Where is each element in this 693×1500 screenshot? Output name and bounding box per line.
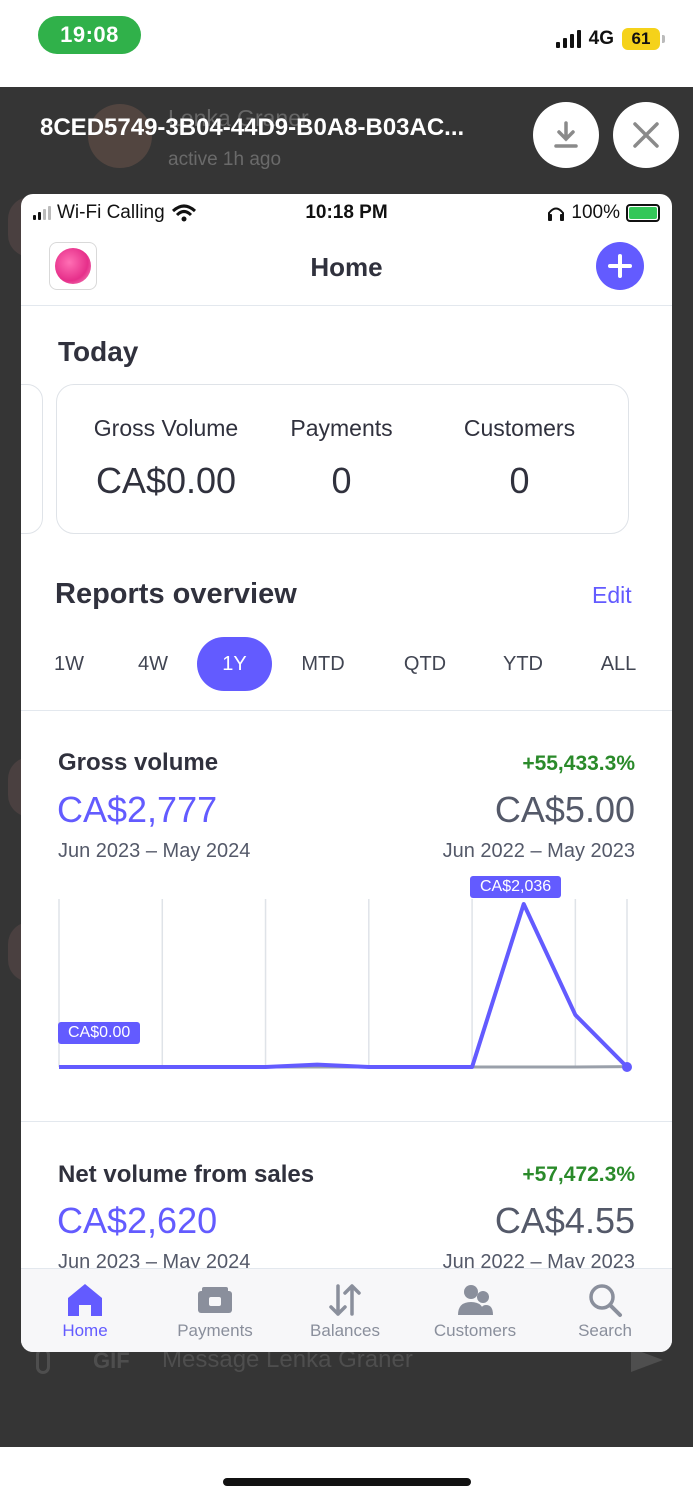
- os-time[interactable]: 19:08: [38, 16, 141, 54]
- stat-label: Payments: [290, 415, 393, 441]
- today-title: Today: [58, 336, 139, 367]
- charging-battery-icon: [626, 204, 660, 222]
- inner-battery-level: 100%: [571, 202, 620, 223]
- screenshot-preview: Wi-Fi Calling 10:18 PM 100% Home Today G…: [21, 194, 672, 1352]
- gross-current-period: Jun 2023 – May 2024: [58, 840, 251, 862]
- net-volume-change: +57,472.3%: [522, 1163, 635, 1186]
- tab-label: Balances: [310, 1321, 380, 1340]
- net-previous-period: Jun 2022 – May 2023: [442, 1251, 635, 1273]
- cellular-signal-icon: [555, 30, 581, 48]
- inner-time: 10:18 PM: [305, 202, 388, 223]
- previous-card-edge[interactable]: [21, 384, 43, 534]
- download-button[interactable]: [533, 102, 599, 168]
- range-qtd[interactable]: QTD: [403, 653, 447, 675]
- headphones-icon: [548, 207, 565, 221]
- tab-customers[interactable]: Customers: [415, 1279, 535, 1341]
- net-volume-previous: CA$4.55: [494, 1200, 635, 1241]
- divider: [21, 1121, 672, 1122]
- close-button[interactable]: [613, 102, 679, 168]
- contact-name: Lenka Graner: [168, 105, 309, 131]
- contact-active-status: active 1h ago: [168, 149, 282, 170]
- edit-button[interactable]: Edit: [592, 582, 632, 608]
- net-current-period: Jun 2023 – May 2024: [58, 1251, 251, 1273]
- tab-balances[interactable]: Balances: [285, 1279, 405, 1341]
- stat-label: Customers: [463, 415, 576, 441]
- tab-payments[interactable]: Payments: [155, 1279, 275, 1341]
- tab-label: Home: [62, 1321, 108, 1340]
- stat-label: Gross Volume: [93, 415, 239, 441]
- battery-icon: 61: [622, 28, 665, 50]
- transfer-arrows-icon: [329, 1284, 361, 1316]
- range-1w[interactable]: 1W: [54, 653, 84, 675]
- stat-value: 0: [509, 460, 530, 501]
- home-icon: [68, 1284, 102, 1316]
- page-title: Home: [310, 252, 383, 282]
- tab-label: Payments: [177, 1321, 253, 1340]
- chart-min-label: CA$0.00: [58, 1022, 141, 1044]
- os-status-bar: 19:08 4G 61: [0, 0, 693, 87]
- gross-volume-current: CA$2,777: [57, 789, 218, 830]
- home-indicator: [223, 1478, 471, 1486]
- wallet-icon: [198, 1287, 232, 1313]
- close-icon: [633, 122, 659, 148]
- gross-previous-period: Jun 2022 – May 2023: [442, 840, 635, 862]
- network-type: 4G: [588, 28, 614, 49]
- gross-volume-stat: Gross Volume CA$0.00: [77, 415, 255, 502]
- tab-search[interactable]: Search: [545, 1279, 665, 1341]
- gross-volume-title: Gross volume: [58, 749, 219, 776]
- range-mtd[interactable]: MTD: [301, 653, 345, 675]
- current-series-line: [59, 902, 629, 1069]
- inner-status-bar: Wi-Fi Calling 10:18 PM 100%: [21, 194, 672, 230]
- range-all[interactable]: ALL: [600, 653, 637, 675]
- send-icon: [631, 1348, 663, 1372]
- gross-volume-chart[interactable]: CA$2,036 CA$0.00: [55, 874, 635, 1074]
- gross-volume-previous: CA$5.00: [494, 789, 635, 830]
- reports-overview-title: Reports overview: [55, 578, 297, 610]
- net-volume-title: Net volume from sales: [58, 1161, 315, 1188]
- wifi-icon: [171, 204, 196, 222]
- battery-level: 61: [622, 28, 660, 50]
- search-icon: [589, 1284, 622, 1317]
- tab-bar: Home Payments Balances: [21, 1268, 672, 1352]
- nav-bar: Home: [21, 238, 672, 306]
- chart-max-label: CA$2,036: [470, 876, 562, 898]
- divider: [21, 710, 672, 711]
- os-status-right: 4G 61: [555, 28, 665, 50]
- stat-value: 0: [331, 460, 352, 501]
- carrier-label: Wi-Fi Calling: [57, 202, 165, 223]
- net-volume-current: CA$2,620: [57, 1200, 218, 1241]
- payments-stat: Payments 0: [264, 415, 419, 502]
- stat-value: CA$0.00: [95, 460, 237, 501]
- file-name: 8CED5749-3B04-44D9-B0A8-B03AC...: [40, 114, 465, 141]
- add-button[interactable]: [596, 242, 644, 290]
- avatar: [88, 104, 152, 168]
- gif-label: GIF: [93, 1348, 130, 1373]
- cellular-signal-icon: [33, 206, 51, 220]
- today-summary-card[interactable]: Gross Volume CA$0.00 Payments 0 Customer…: [56, 384, 629, 534]
- gross-volume-change: +55,433.3%: [522, 752, 635, 775]
- customers-stat: Customers 0: [442, 415, 597, 502]
- account-logo[interactable]: [49, 242, 97, 290]
- tab-label: Search: [578, 1321, 632, 1340]
- series-end-point: [622, 1062, 632, 1072]
- chart-svg: [58, 899, 632, 1072]
- range-4w[interactable]: 4W: [138, 653, 168, 675]
- download-icon: [554, 121, 578, 148]
- customers-icon: [458, 1285, 493, 1315]
- range-selector: 1W 4W 1Y MTD QTD YTD ALL: [21, 637, 672, 691]
- tab-home[interactable]: Home: [25, 1279, 145, 1341]
- range-ytd[interactable]: YTD: [503, 653, 543, 675]
- range-1y[interactable]: 1Y: [197, 637, 272, 691]
- tab-label: Customers: [433, 1321, 517, 1340]
